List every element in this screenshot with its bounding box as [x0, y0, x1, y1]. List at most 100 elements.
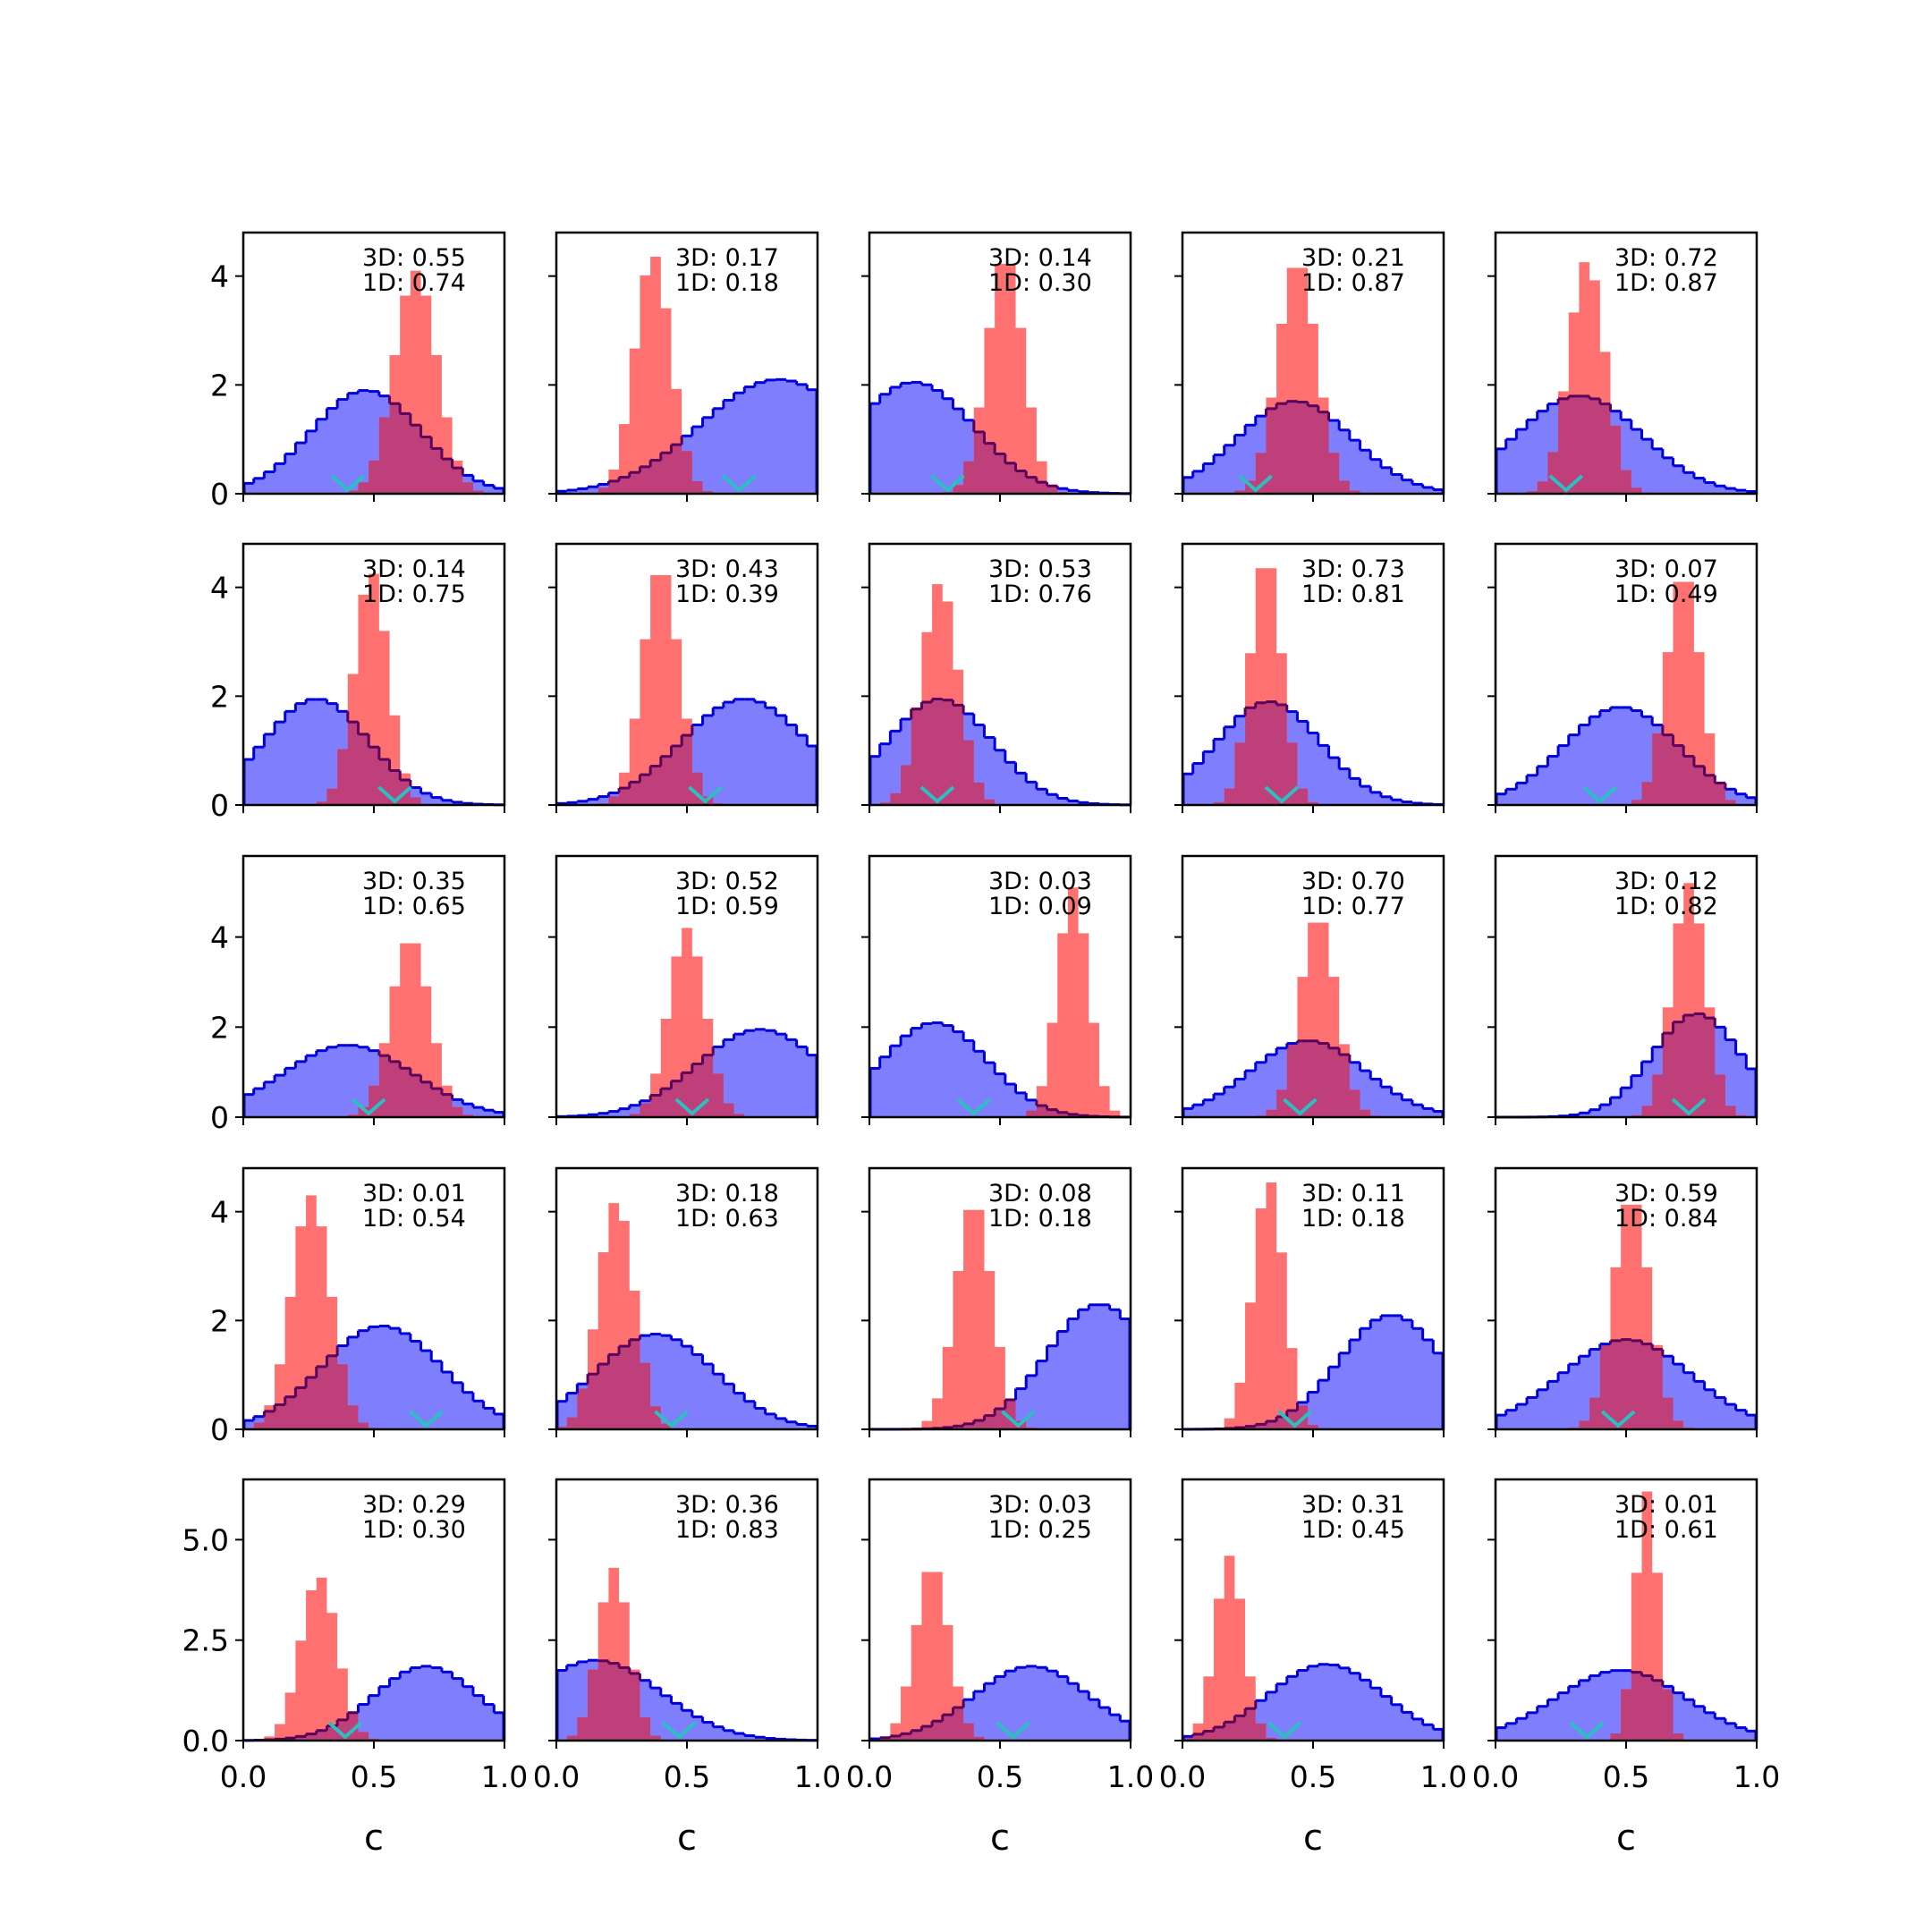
red-histogram-fill — [1182, 1555, 1444, 1741]
blue-histogram-fill — [1182, 701, 1444, 805]
x-tick-label: 0.0 — [846, 1759, 893, 1794]
blue-histogram-fill — [243, 1665, 504, 1741]
overlap-histogram-fill — [1496, 1672, 1757, 1741]
cyan-marker — [1600, 1410, 1636, 1428]
cyan-marker — [688, 785, 723, 804]
x-tick-label: 1.0 — [481, 1759, 528, 1794]
annotation-3d: 3D: 0.17 — [675, 244, 779, 272]
red-histogram-fill — [869, 1209, 1131, 1429]
cyan-marker — [1548, 474, 1584, 493]
overlap-histogram-fill — [1182, 1040, 1444, 1117]
red-histogram-fill — [243, 1195, 504, 1429]
cyan-marker — [1001, 1410, 1036, 1428]
y-tick-label: 2 — [210, 1010, 229, 1045]
x-tick-label: 0.5 — [664, 1759, 710, 1794]
cyan-marker — [654, 1410, 689, 1428]
red-histogram-fill — [869, 1572, 1131, 1741]
annotation-3d: 3D: 0.14 — [988, 244, 1092, 272]
annotation-1d: 1D: 0.83 — [675, 1516, 779, 1544]
annotation-1d: 1D: 0.87 — [1614, 269, 1718, 297]
annotation-1d: 1D: 0.87 — [1301, 269, 1405, 297]
overlap-histogram-fill — [869, 431, 1131, 494]
annotation-1d: 1D: 0.18 — [988, 1205, 1092, 1233]
x-tick-label: 0.0 — [1159, 1759, 1206, 1794]
overlap-histogram-fill — [869, 1707, 1131, 1741]
cyan-marker — [1238, 474, 1274, 493]
red-histogram-fill — [1496, 1204, 1757, 1429]
annotation-3d: 3D: 0.12 — [1614, 868, 1718, 895]
x-tick-label: 0.5 — [351, 1759, 397, 1794]
cyan-marker — [1267, 1721, 1302, 1740]
cyan-marker — [330, 474, 366, 493]
overlap-histogram-fill — [869, 699, 1131, 805]
red-histogram-fill — [243, 943, 504, 1117]
y-tick-label: 2 — [210, 1303, 229, 1338]
annotation-3d: 3D: 0.72 — [1614, 244, 1718, 272]
cyan-marker — [351, 1097, 386, 1116]
annotation-3d: 3D: 0.36 — [675, 1491, 779, 1519]
overlap-histogram-fill — [243, 403, 504, 494]
red-histogram-fill — [556, 257, 818, 494]
annotation-3d: 3D: 0.08 — [988, 1180, 1092, 1208]
red-histogram-fill — [243, 270, 504, 494]
y-tick-label: 0 — [210, 1412, 229, 1447]
annotation-1d: 1D: 0.18 — [1301, 1205, 1405, 1233]
annotation-1d: 1D: 0.81 — [1301, 580, 1405, 608]
x-axis-label: c — [1303, 1818, 1323, 1859]
annotation-1d: 1D: 0.30 — [988, 269, 1092, 297]
annotation-1d: 1D: 0.49 — [1614, 580, 1718, 608]
blue-histogram-fill — [1182, 1315, 1444, 1429]
overlap-histogram-fill — [556, 1339, 818, 1429]
cyan-marker — [1264, 785, 1300, 804]
red-histogram-fill — [1182, 1182, 1444, 1429]
blue-histogram-fill — [869, 1022, 1131, 1117]
annotation-3d: 3D: 0.52 — [675, 868, 779, 895]
overlap-histogram-fill — [1496, 733, 1757, 805]
annotation-1d: 1D: 0.59 — [675, 893, 779, 920]
annotation-3d: 3D: 0.59 — [1614, 1180, 1718, 1208]
annotation-3d: 3D: 0.35 — [362, 868, 466, 895]
x-tick-label: 0.0 — [1472, 1759, 1519, 1794]
annotation-1d: 1D: 0.84 — [1614, 1205, 1718, 1233]
y-tick-label: 4 — [210, 1195, 229, 1230]
overlap-histogram-fill — [1182, 701, 1444, 805]
annotation-1d: 1D: 0.75 — [362, 580, 466, 608]
y-tick-label: 5.0 — [182, 1522, 229, 1557]
red-histogram-fill — [1182, 267, 1444, 494]
annotation-1d: 1D: 0.82 — [1614, 893, 1718, 920]
annotation-1d: 1D: 0.54 — [362, 1205, 466, 1233]
annotation-3d: 3D: 0.21 — [1301, 244, 1405, 272]
cyan-marker — [1277, 1410, 1312, 1428]
red-histogram-fill — [243, 573, 504, 805]
cyan-marker — [1283, 1097, 1318, 1116]
overlap-histogram-fill — [556, 445, 818, 494]
cyan-marker — [674, 1097, 710, 1116]
annotation-3d: 3D: 0.73 — [1301, 555, 1405, 583]
annotation-1d: 1D: 0.45 — [1301, 1516, 1405, 1544]
annotation-3d: 3D: 0.55 — [362, 244, 466, 272]
annotation-3d: 3D: 0.01 — [362, 1180, 466, 1208]
overlap-histogram-fill — [1496, 1013, 1757, 1117]
cyan-marker — [930, 474, 965, 493]
blue-histogram-fill — [869, 1304, 1131, 1429]
y-tick-label: 2 — [210, 368, 229, 402]
y-tick-label: 0 — [210, 477, 229, 512]
annotation-3d: 3D: 0.03 — [988, 868, 1092, 895]
y-tick-label: 4 — [210, 259, 229, 294]
x-tick-label: 0.5 — [1603, 1759, 1649, 1794]
annotation-1d: 1D: 0.30 — [362, 1516, 466, 1544]
annotation-3d: 3D: 0.29 — [362, 1491, 466, 1519]
annotation-3d: 3D: 0.14 — [362, 555, 466, 583]
annotation-1d: 1D: 0.65 — [362, 893, 466, 920]
